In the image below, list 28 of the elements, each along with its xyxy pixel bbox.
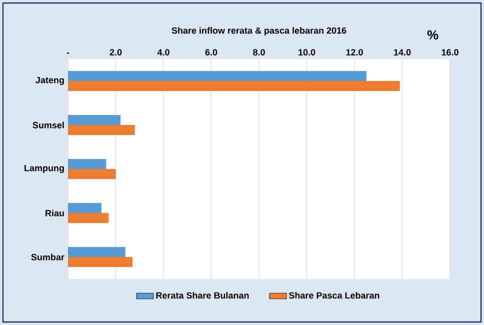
bar (68, 213, 109, 223)
bar (68, 169, 116, 179)
bar (68, 247, 126, 257)
bar (68, 115, 121, 126)
y-tick-label: Sumsel (32, 122, 64, 128)
x-tick-label: - (66, 52, 70, 54)
x-tick-label: 14.0 (394, 49, 411, 56)
x-tick-label: 4.0 (157, 49, 170, 56)
bar (68, 81, 400, 92)
x-tick-label: 10.0 (298, 49, 316, 56)
y-tick-label: Jateng (36, 76, 64, 86)
bar (68, 203, 102, 214)
chart-title: Share inflow rerata & pasca lebaran 2016 (172, 27, 346, 36)
x-tick-label: 2.0 (110, 49, 122, 56)
bar (68, 71, 366, 82)
x-tick-label: 16.0 (442, 49, 458, 56)
bar (68, 257, 132, 267)
legend-label: Rerata Share Bulanan (156, 292, 249, 299)
bar (68, 159, 106, 170)
y-tick-label: Sumbar (31, 254, 64, 260)
x-tick-label: 12.0 (346, 49, 363, 56)
y-tick-label: Riau (46, 210, 64, 216)
bar (68, 125, 135, 136)
x-axis-title: % (427, 30, 438, 40)
x-tick-label: 8.0 (253, 49, 265, 56)
x-tick-label: 6.0 (205, 49, 218, 56)
y-tick-label: Lampung (24, 164, 64, 174)
legend-label: Share Pasca Lebaran (288, 292, 380, 299)
